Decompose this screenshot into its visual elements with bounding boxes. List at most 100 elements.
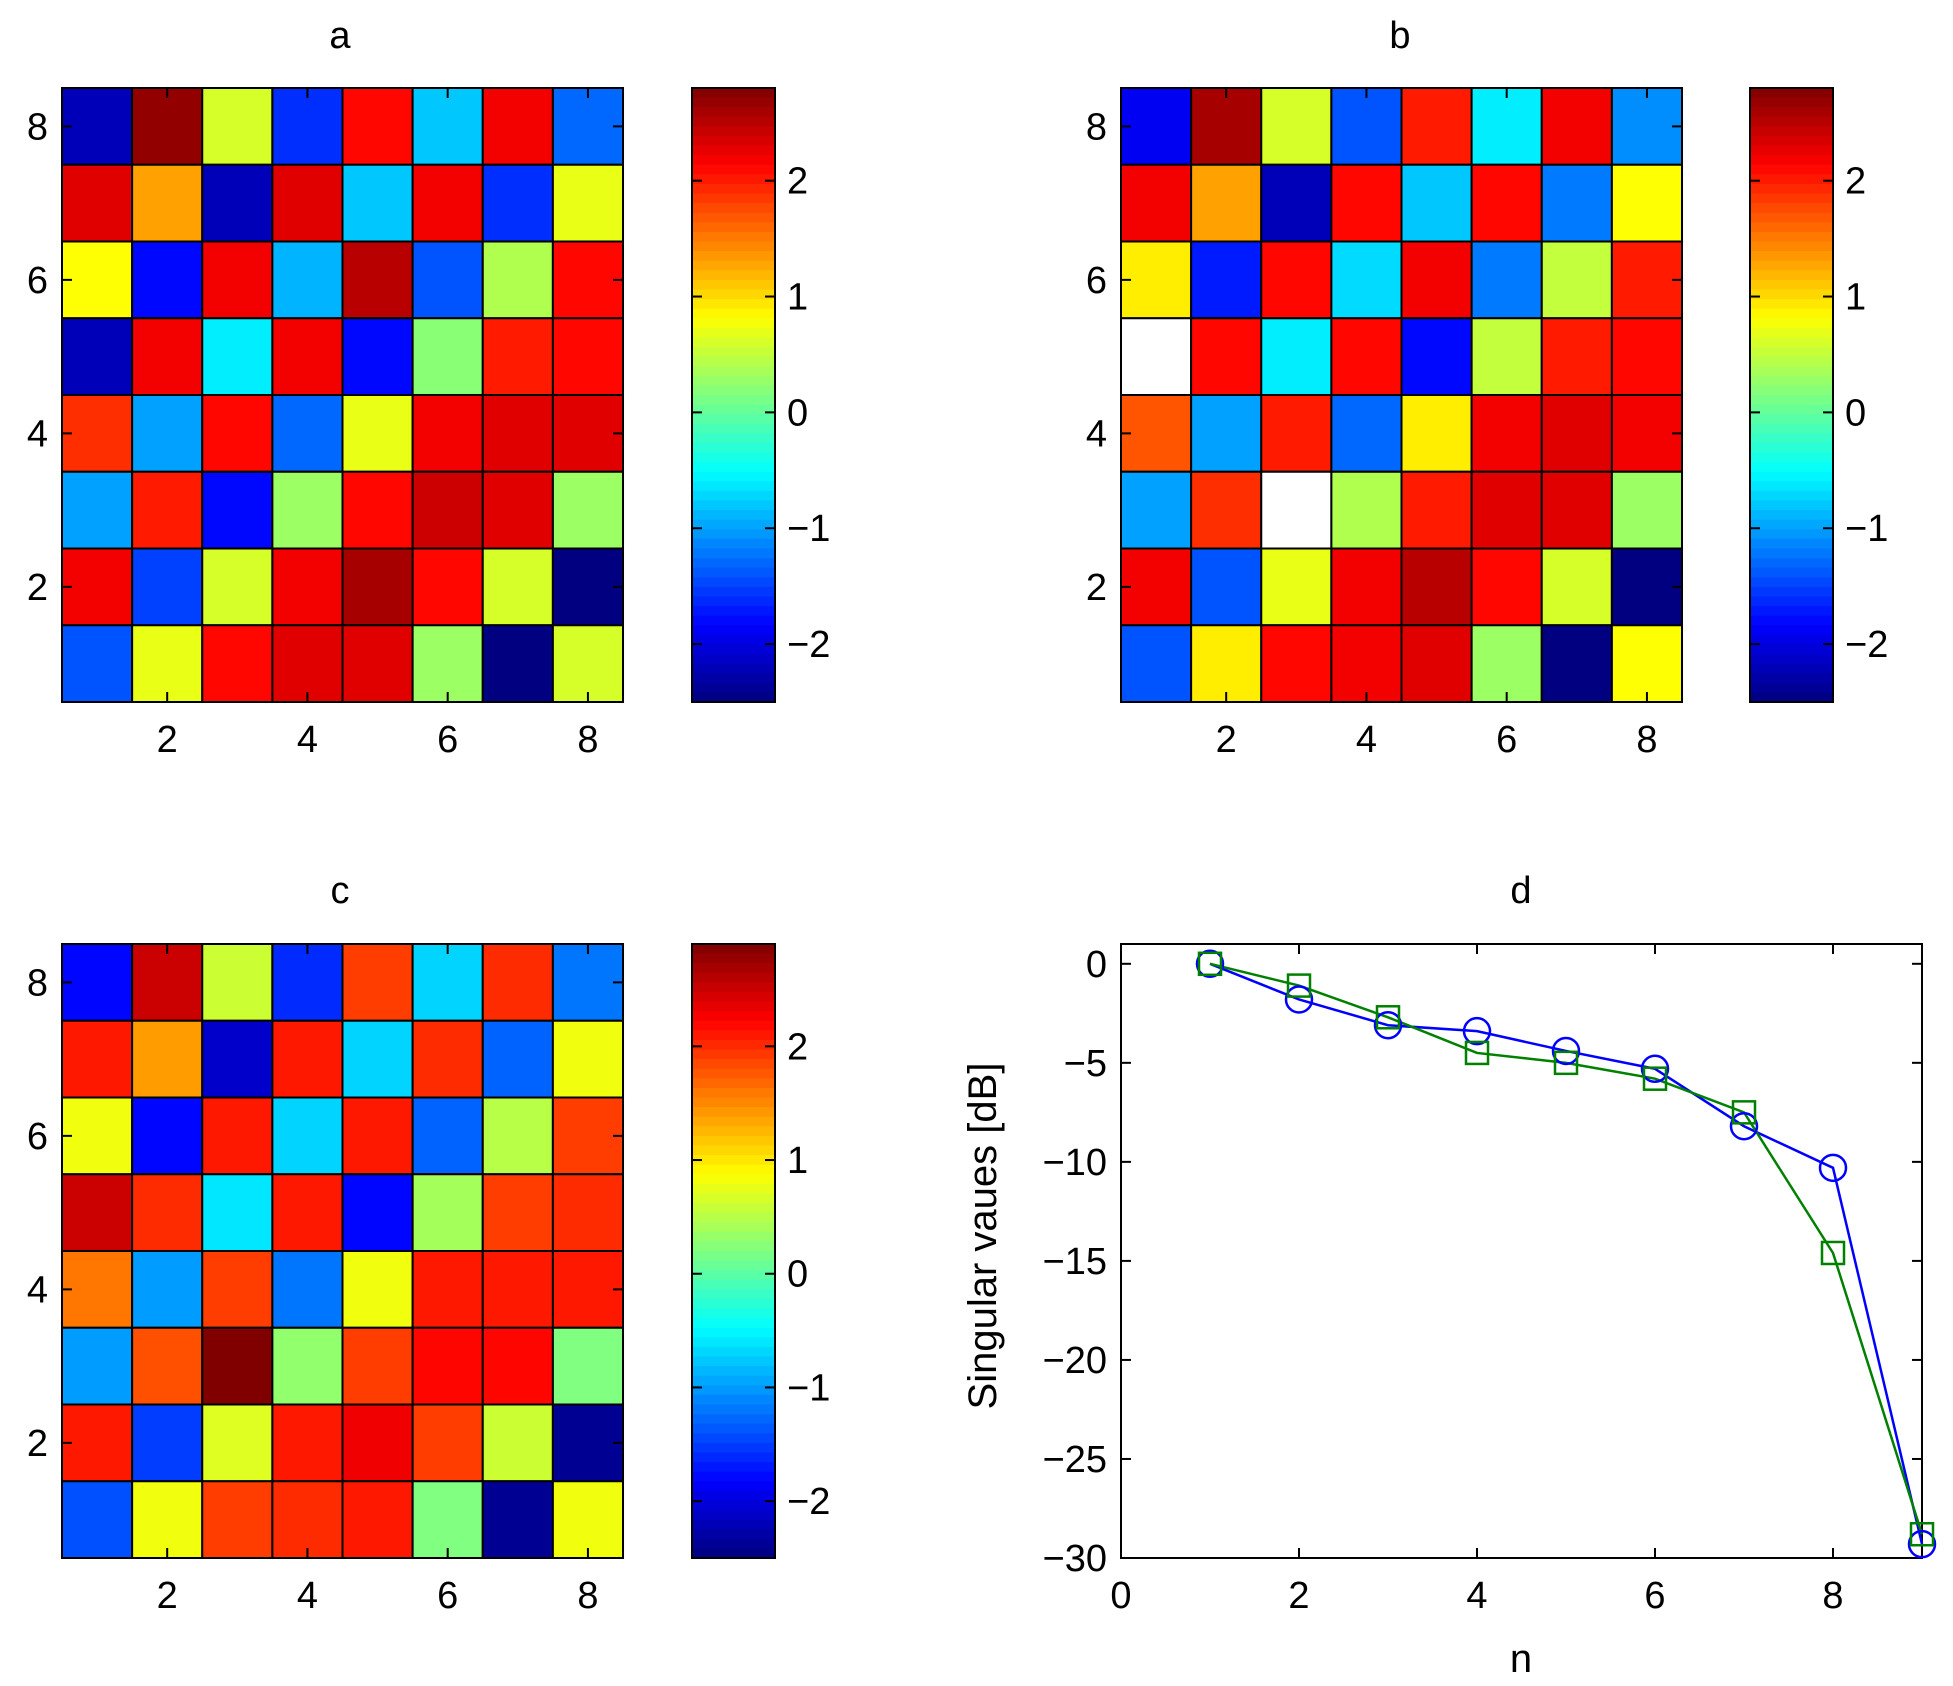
heatmap-cell [1470, 470, 1543, 550]
data-point-square [1375, 1005, 1401, 1030]
heatmap-cell [481, 1480, 554, 1559]
heatmap-cell [1540, 163, 1613, 243]
x-tick-label: 6 [1644, 1575, 1665, 1617]
heatmap-cell [201, 547, 274, 627]
heatmap-cell [131, 394, 204, 473]
heatmap-cell [201, 470, 274, 550]
data-point-square [1820, 1240, 1846, 1266]
colorbar-band [1750, 126, 1833, 137]
colorbar-band [692, 1538, 775, 1549]
colorbar-band [1750, 414, 1833, 425]
colorbar-band [692, 1145, 775, 1156]
colorbar-band [692, 1529, 775, 1540]
colorbar-band [692, 193, 775, 204]
colorbar-band [692, 558, 775, 569]
y-tick-label: 6 [1086, 260, 1107, 302]
colorbar-band [1750, 423, 1833, 434]
colorbar-band [692, 174, 775, 185]
colorbar-band [692, 222, 775, 233]
x-tick-label: 2 [157, 1575, 178, 1617]
heatmap-cell [1470, 317, 1543, 396]
colorbar-band [692, 1212, 775, 1223]
heatmap-cell [271, 1480, 344, 1559]
colorbar-band [1750, 462, 1833, 473]
colorbar-band [1750, 519, 1833, 530]
colorbar-band [692, 1251, 775, 1262]
heatmap-cell [201, 240, 274, 320]
y-tick-label: −20 [1043, 1340, 1107, 1382]
colorbar-band [1750, 164, 1833, 175]
heatmap-cell [411, 163, 484, 243]
heatmap-cell [61, 163, 134, 243]
colorbar-band [1750, 318, 1833, 329]
colorbar-band [1750, 471, 1833, 482]
heatmap-cell [411, 547, 484, 627]
colorbar-band [1750, 97, 1833, 108]
colorbar-band [1750, 538, 1833, 550]
colorbar-band [692, 404, 775, 415]
panel-c-title: c [331, 870, 350, 912]
colorbar-band [1750, 347, 1833, 358]
heatmap-cell [411, 1173, 484, 1252]
colorbar-band [692, 241, 775, 252]
colorbar-band [1750, 241, 1833, 252]
data-point-circle [1907, 1529, 1937, 1559]
heatmap-cell [481, 1326, 554, 1406]
x-tick-label: 6 [1496, 719, 1517, 761]
heatmap-cell [481, 317, 554, 396]
heatmap-cell [131, 1019, 204, 1099]
heatmap-cell [341, 1019, 414, 1099]
heatmap-cell [551, 394, 625, 473]
colorbar-band [1750, 174, 1833, 185]
colorbar-band [692, 1414, 775, 1425]
colorbar-band [692, 251, 775, 262]
heatmap-cell [201, 163, 274, 243]
y-tick-label: 2 [27, 1423, 48, 1465]
heatmap-cell [201, 1019, 274, 1099]
heatmap-cell [551, 87, 625, 166]
heatmap-cell [131, 317, 204, 396]
colorbar-band [692, 673, 775, 684]
colorbar-band [692, 395, 775, 406]
colorbar-band [692, 1490, 775, 1502]
heatmap-cell [1540, 624, 1613, 703]
colorbar-band [692, 1452, 775, 1463]
heatmap-cell [201, 1250, 274, 1329]
colorbar-band [692, 308, 775, 319]
colorbar-tick-label: 0 [787, 1254, 808, 1296]
heatmap-cell [1260, 240, 1333, 320]
colorbar-band [692, 1337, 775, 1348]
x-tick-label: 4 [297, 719, 318, 761]
colorbar-band [692, 1231, 775, 1242]
y-tick-label: 8 [27, 106, 48, 148]
colorbar-band [1750, 634, 1833, 646]
heatmap-cell [271, 1096, 344, 1176]
heatmap-cell [551, 624, 625, 703]
colorbar-band [692, 682, 775, 693]
heatmap-cell [551, 1326, 625, 1406]
data-point-square [1197, 951, 1223, 977]
heatmap-cell [1470, 547, 1543, 627]
colorbar-band [692, 1241, 775, 1252]
heatmap-cell [411, 1250, 484, 1329]
heatmap-cell [1610, 163, 1684, 243]
colorbar-band [692, 606, 775, 617]
x-tick-label: 8 [1822, 1575, 1843, 1617]
colorbar-band [692, 116, 775, 127]
heatmap-cell [411, 317, 484, 396]
colorbar-band [692, 1308, 775, 1319]
heatmap-cell [61, 87, 134, 166]
heatmap-cell [131, 87, 204, 166]
colorbar-band [692, 1135, 775, 1147]
colorbar-tick-label: −2 [787, 624, 830, 666]
colorbar-band [692, 577, 775, 588]
colorbar-band [692, 433, 775, 444]
heatmap-cell [1330, 470, 1403, 550]
heatmap-cell [1260, 624, 1333, 703]
heatmap-cell [1120, 624, 1193, 703]
colorbar-band [692, 1404, 775, 1415]
colorbar-band [1750, 682, 1833, 693]
colorbar-band [692, 1068, 775, 1079]
heatmap-cell [481, 1173, 554, 1252]
heatmap-cell [341, 87, 414, 166]
